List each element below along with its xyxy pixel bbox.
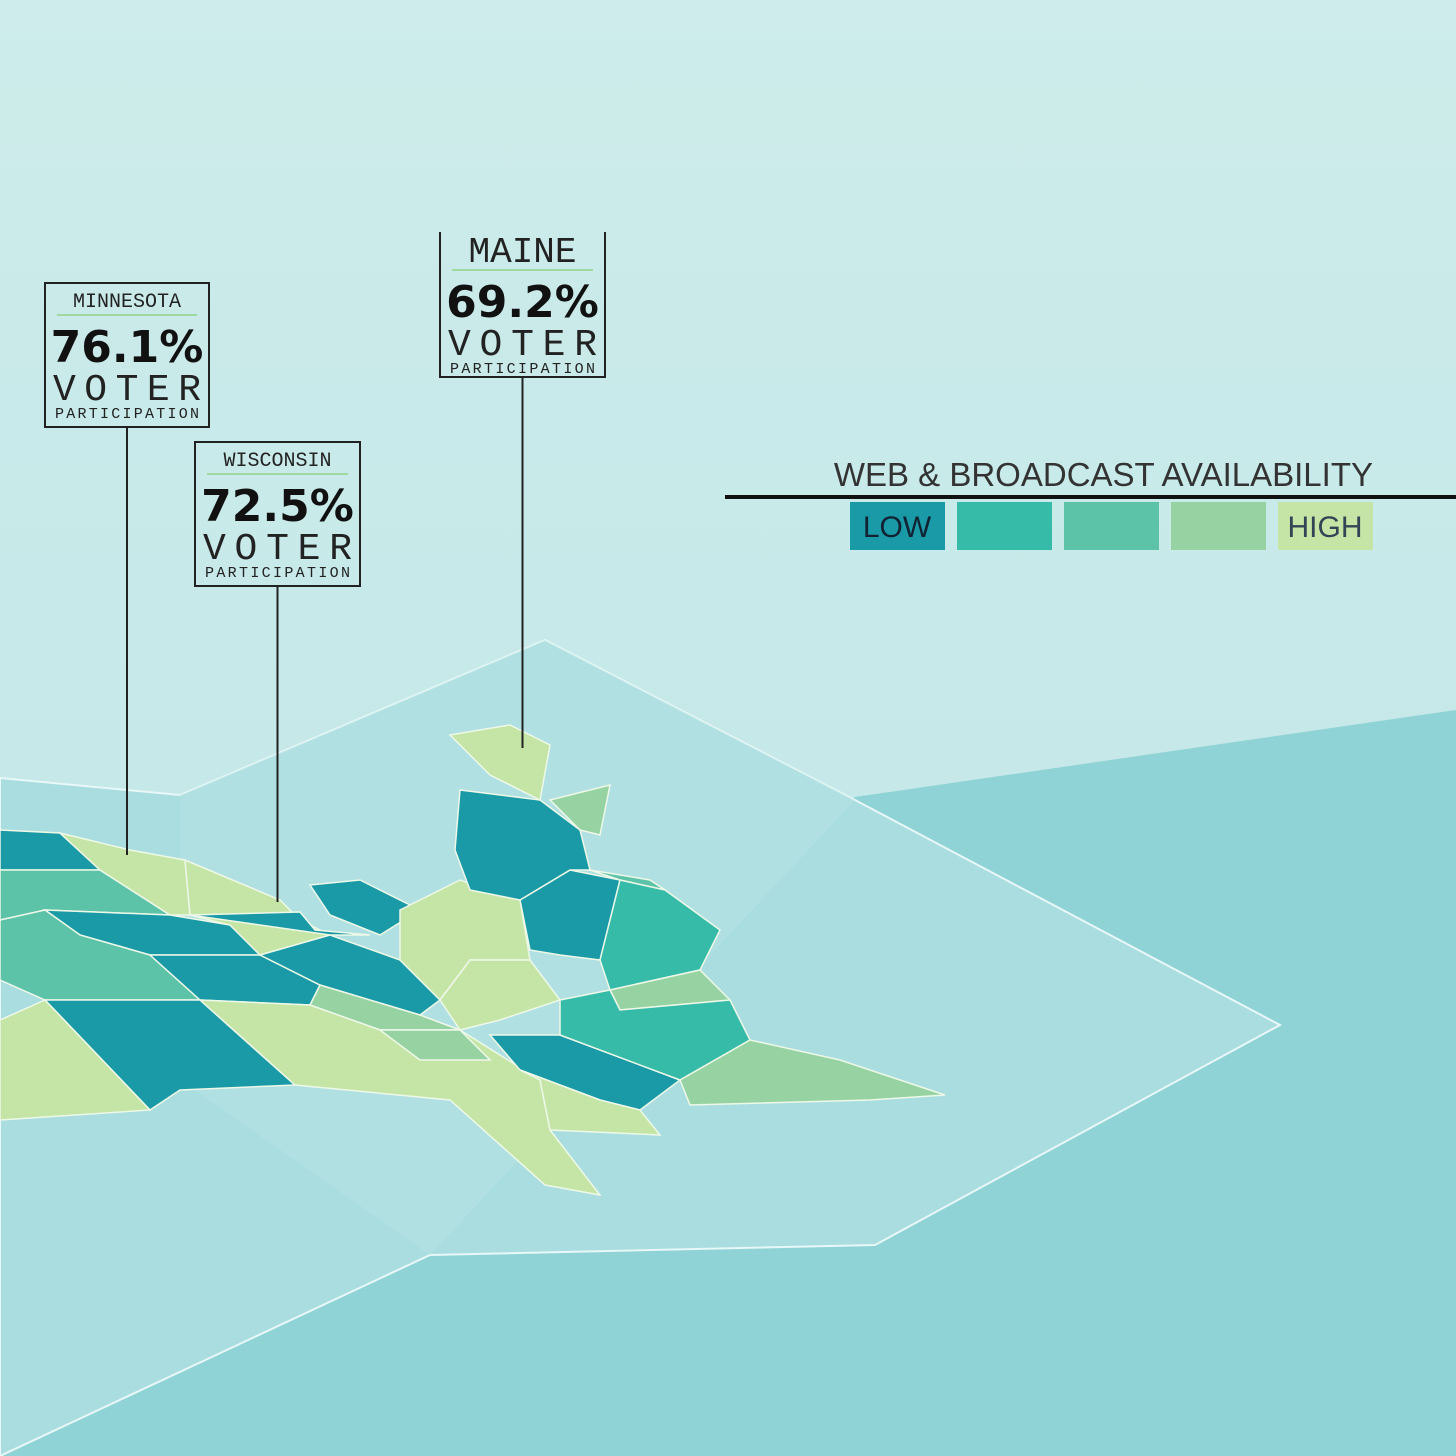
callout-state: WISCONSIN (223, 450, 331, 473)
callout-box (44, 282, 210, 428)
legend-swatch (850, 502, 945, 550)
legend-low: LOW (863, 511, 932, 544)
callout-state: MAINE (468, 232, 576, 273)
legend-high: HIGH (1288, 511, 1363, 544)
legend: WEB & BROADCAST AVAILABILITY LOW HIGH (725, 456, 1456, 550)
legend-swatch (1064, 502, 1159, 550)
callout-state: MINNESOTA (73, 291, 181, 314)
us-states (0, 724, 946, 1197)
callout-participation: PARTICIPATION (450, 361, 595, 378)
callout-participation: PARTICIPATION (55, 406, 199, 423)
legend-swatch (1278, 502, 1373, 550)
legend-swatch (957, 502, 1052, 550)
callout-value: 76.1% (51, 322, 204, 373)
legend-swatch (1171, 502, 1266, 550)
callout-box (194, 441, 361, 587)
callout-value: 72.5% (201, 481, 354, 532)
callout-value: 69.2% (446, 277, 599, 328)
legend-title: WEB & BROADCAST AVAILABILITY (834, 456, 1373, 493)
callout-participation: PARTICIPATION (205, 565, 350, 582)
